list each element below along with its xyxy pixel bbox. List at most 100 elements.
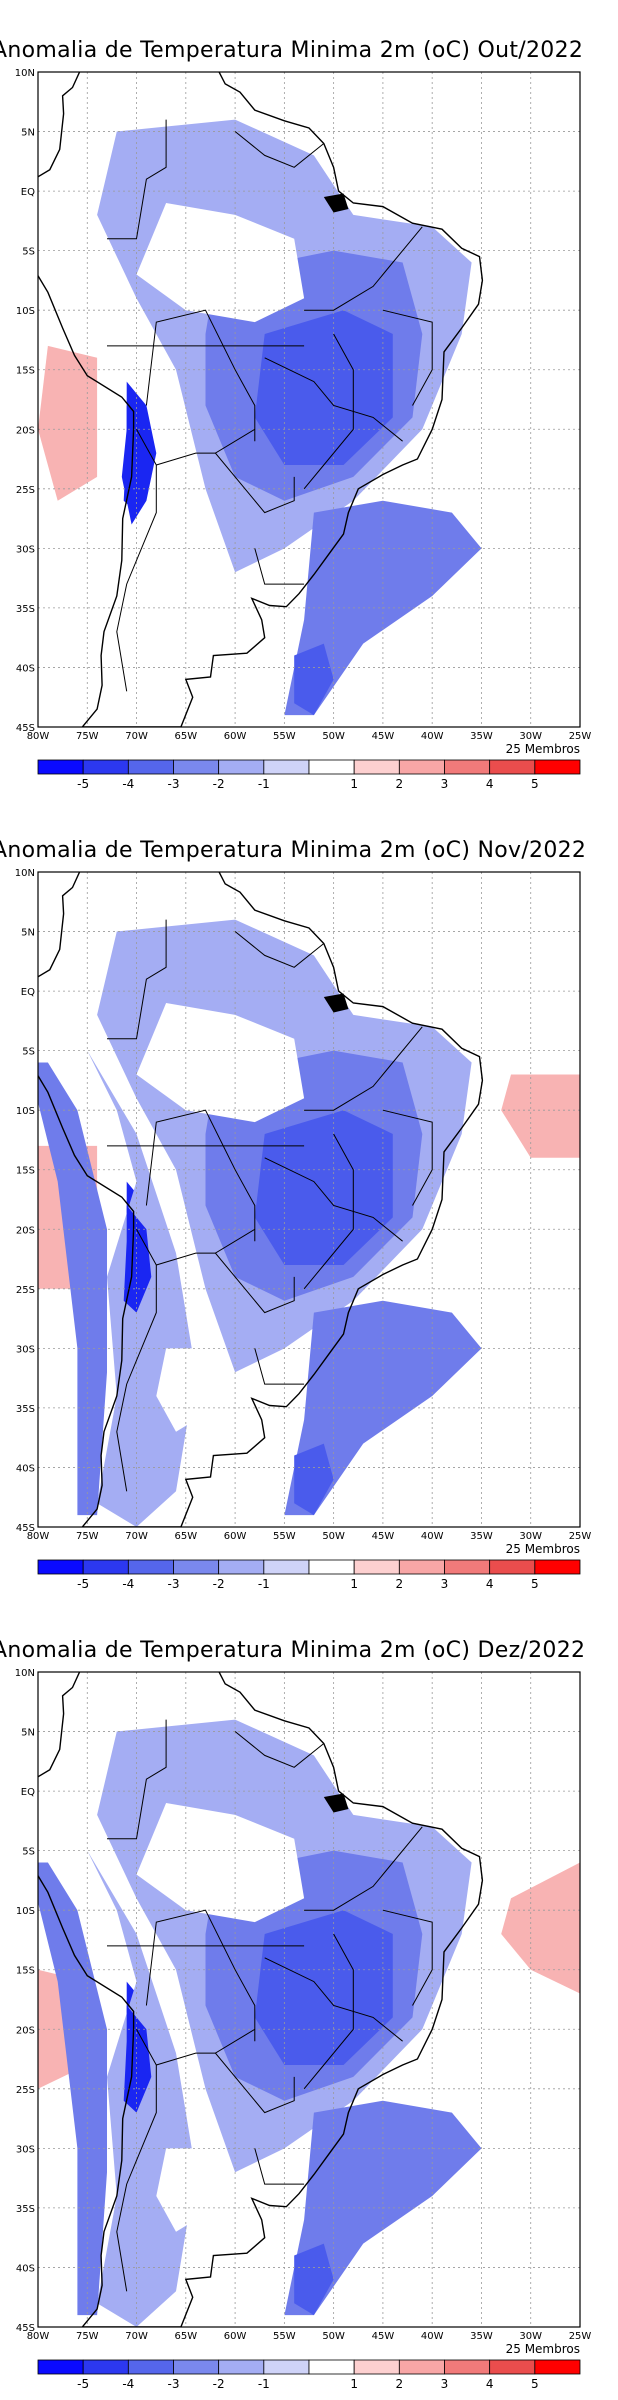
country-border <box>303 1933 354 2090</box>
positive-anomaly-area <box>501 1074 580 1158</box>
country-border <box>304 1826 423 1911</box>
colorbar-segment <box>353 2359 400 2375</box>
lat-label: 10N <box>15 868 35 879</box>
lat-label: 40S <box>16 1463 35 1474</box>
country-border <box>254 2148 305 2185</box>
neutral-area <box>156 548 216 632</box>
coastline <box>38 1672 484 2327</box>
colorbar-segment <box>173 1559 220 1575</box>
lat-label: 35S <box>16 2204 35 2215</box>
colorbar-segment <box>82 759 129 775</box>
country-border <box>264 357 403 442</box>
colorbar-tick-label: -5 <box>77 777 89 791</box>
map-title: Anomalia de Temperatura Minima 2m (oC) O… <box>0 38 584 63</box>
country-border <box>382 309 433 406</box>
country-border <box>234 131 325 168</box>
lat-label: 15S <box>16 366 35 377</box>
lat-label: 15S <box>16 1966 35 1977</box>
country-border <box>304 1026 423 1111</box>
negative-anomaly-area <box>38 1062 107 1516</box>
lat-label: 5N <box>21 1728 35 1739</box>
colorbar-tick-label: -5 <box>77 2377 89 2391</box>
lon-label: 25W <box>569 1531 592 1542</box>
lon-label: 55W <box>273 731 296 742</box>
map-frame <box>37 1671 581 2328</box>
lat-label: 35S <box>16 604 35 615</box>
negative-anomaly-area <box>254 310 393 465</box>
country-border <box>234 1731 325 1768</box>
colorbar-segment <box>173 2359 220 2375</box>
positive-anomaly-area <box>501 1862 580 1994</box>
lon-label: 60W <box>224 731 247 742</box>
lat-label: 10N <box>15 68 35 79</box>
lon-label: 45W <box>372 731 395 742</box>
country-border <box>145 1909 256 2042</box>
lat-label: 30S <box>16 1344 35 1355</box>
lat-label: 40S <box>16 663 35 674</box>
neutral-area <box>136 1803 305 1923</box>
colorbar-tick-label: 2 <box>396 2377 404 2391</box>
neutral-area <box>156 2148 216 2232</box>
country-border <box>382 1909 433 2006</box>
country-border <box>264 1157 403 1242</box>
colorbar-segment <box>263 1559 310 1575</box>
lat-label: 25S <box>16 485 35 496</box>
negative-anomaly-area <box>38 1862 107 2316</box>
colorbar-segment <box>398 759 445 775</box>
colorbar-segment <box>82 2359 129 2375</box>
lat-label: 5S <box>22 1047 35 1058</box>
colorbar-segment <box>308 1559 355 1575</box>
lat-label: 5S <box>22 247 35 258</box>
lat-label: 20S <box>16 2025 35 2036</box>
colorbar-segment <box>398 1559 445 1575</box>
colorbar-tick-label: 5 <box>531 777 539 791</box>
lon-label: 75W <box>76 1531 99 1542</box>
lat-label: 15S <box>16 1166 35 1177</box>
negative-anomaly-area <box>294 2243 334 2316</box>
members-label: 25 Membros <box>506 2342 580 2356</box>
colorbar-segment <box>173 759 220 775</box>
colorbar-segment <box>127 2359 174 2375</box>
country-border <box>116 429 157 692</box>
lat-label: 10S <box>16 306 35 317</box>
lon-label: 75W <box>76 2331 99 2342</box>
country-border <box>254 1348 305 1385</box>
country-border <box>214 1228 295 1314</box>
lon-label: 80W <box>27 731 50 742</box>
lat-label: 5N <box>21 128 35 139</box>
colorbar-segment <box>398 2359 445 2375</box>
lon-label: 70W <box>125 1531 148 1542</box>
colorbar-tick-label: 4 <box>486 1577 494 1591</box>
negative-anomaly-area <box>294 643 334 716</box>
members-label: 25 Membros <box>506 742 580 756</box>
lon-label: 35W <box>470 731 493 742</box>
country-border <box>107 919 167 1040</box>
colorbar-tick-label: 3 <box>441 2377 449 2391</box>
neutral-area <box>156 1348 216 1432</box>
strong-anomaly-core <box>123 1205 152 1313</box>
lat-label: EQ <box>21 187 35 198</box>
map-panel-2: Anomalia de Temperatura Minima 2m (oC) N… <box>0 800 618 1600</box>
map-frame <box>37 71 581 728</box>
country-border <box>116 2029 157 2292</box>
colorbar-segment <box>444 759 491 775</box>
colorbar-segment <box>218 2359 265 2375</box>
colorbar-tick-label: -3 <box>168 1577 180 1591</box>
lon-label: 35W <box>470 1531 493 1542</box>
strong-anomaly-core <box>123 405 152 513</box>
lon-label: 50W <box>322 731 345 742</box>
colorbar-tick-label: -5 <box>77 1577 89 1591</box>
lat-label: 30S <box>16 2144 35 2155</box>
country-border <box>264 1957 403 2042</box>
country-border <box>145 309 256 442</box>
lat-label: 35S <box>16 1404 35 1415</box>
map-title: Anomalia de Temperatura Minima 2m (oC) D… <box>0 1638 586 1663</box>
country-border <box>145 1109 256 1242</box>
map-panel-1: Anomalia de Temperatura Minima 2m (oC) O… <box>0 0 618 800</box>
colorbar-tick-label: 5 <box>531 1577 539 1591</box>
country-border <box>303 1133 354 1290</box>
colorbar-segment <box>218 759 265 775</box>
country-border <box>156 2052 216 2066</box>
colorbar-segment <box>353 759 400 775</box>
colorbar-tick-label: -2 <box>213 1577 225 1591</box>
